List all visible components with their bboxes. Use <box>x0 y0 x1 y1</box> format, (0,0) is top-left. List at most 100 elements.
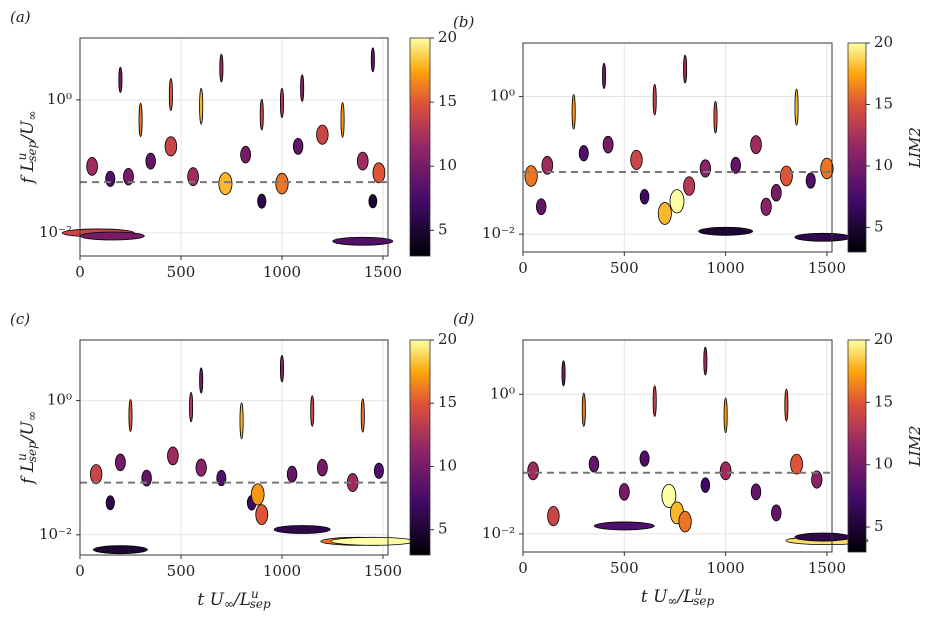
scalogram-blob <box>340 102 345 138</box>
scalogram-blob <box>770 183 782 202</box>
scalogram-blob <box>372 162 386 184</box>
x-tick-label: 1000 <box>707 559 745 577</box>
scalogram-blob <box>105 170 116 187</box>
colorbar <box>409 37 431 257</box>
scalogram-blob <box>780 165 793 187</box>
scalogram-blob <box>138 102 143 137</box>
scalogram-blob <box>105 495 115 511</box>
scalogram-blob <box>639 188 650 205</box>
scalogram-blob <box>216 470 227 487</box>
axis-label-part: sep <box>693 594 714 608</box>
scalogram-blob <box>784 388 789 422</box>
scalogram-blob <box>578 145 589 162</box>
scalogram-blob <box>760 197 772 216</box>
scalogram-blob <box>218 172 233 196</box>
y-tick-label: 10⁰ <box>47 90 72 108</box>
x-tick-label: 0 <box>518 559 528 577</box>
axis-label-part: t U <box>197 590 224 610</box>
scalogram-blob <box>750 483 762 501</box>
colorbar-tick-label: 5 <box>874 517 884 535</box>
scalogram-blob <box>189 392 194 423</box>
scalogram-blob <box>661 483 677 508</box>
scalogram-blob <box>316 458 328 477</box>
scalogram-blob <box>368 194 378 209</box>
scalogram-blob <box>199 87 204 125</box>
x-tick-label: 1500 <box>808 559 846 577</box>
colorbar-tick-label: 10 <box>874 156 893 174</box>
axis-label-part: f L <box>18 461 38 486</box>
axis-label: f Lusep/U∞ <box>15 111 39 186</box>
axis-label-part: u <box>15 153 29 161</box>
axis-label: t U∞/Lu sep <box>197 587 271 611</box>
y-tick-label: 10⁻² <box>39 223 72 241</box>
scalogram-blob <box>790 453 803 475</box>
colorbar-tick-label: 20 <box>438 330 457 348</box>
scalogram-blob <box>652 83 657 116</box>
axis-label-part: sep <box>250 597 271 611</box>
x-tick-label: 1000 <box>263 562 301 580</box>
colorbar <box>847 339 867 553</box>
axis-label-part: u <box>694 584 702 598</box>
axis-label-part: ∞ <box>25 111 39 121</box>
scalogram-blob <box>547 505 560 527</box>
scalogram-blob <box>723 397 728 434</box>
scalogram-blob <box>316 124 329 145</box>
y-tick-label: 10⁻² <box>482 224 515 242</box>
scalogram-blob <box>730 156 741 174</box>
axis-label-part: ∞ <box>25 411 39 421</box>
y-tick-label: 10⁻² <box>482 524 515 542</box>
scalogram-blob <box>536 198 547 216</box>
scalogram-blob <box>279 87 284 118</box>
scalogram-blob <box>588 455 600 473</box>
x-tick-label: 0 <box>75 562 85 580</box>
plot-frame <box>79 37 389 257</box>
axis-label-part: u <box>251 587 259 601</box>
scalogram-blob <box>219 53 224 83</box>
colorbar-tick-label: 15 <box>874 94 893 112</box>
scalogram-blob <box>114 453 126 472</box>
scalogram-blob <box>310 395 315 427</box>
axis-label-part: t U <box>641 587 668 607</box>
colorbar-tick-label: 10 <box>874 455 893 473</box>
x-tick-label: 500 <box>610 259 639 277</box>
colorbar-tick-label: 15 <box>438 92 457 110</box>
x-tick-label: 1000 <box>707 259 745 277</box>
scalogram-blob <box>683 54 688 84</box>
scalogram-blob <box>128 399 133 432</box>
scalogram-blob <box>373 462 384 479</box>
axis-label-part: ∞ <box>224 597 234 611</box>
y-tick-label: 10⁻² <box>39 525 72 543</box>
x-tick-label: 500 <box>167 263 196 281</box>
x-tick-label: 0 <box>75 263 85 281</box>
scalogram-blob <box>794 232 852 242</box>
scalogram-blob <box>652 385 657 417</box>
scalogram-blob <box>700 477 711 493</box>
axis-label-part: sep <box>25 140 39 161</box>
axis-label-part: /U <box>18 420 38 443</box>
scalogram-blob <box>794 88 799 126</box>
colorbar-label: LIM2 <box>906 426 924 468</box>
scalogram-blob <box>167 446 179 466</box>
scalogram-blob <box>571 94 576 130</box>
scalogram-blob <box>719 461 732 481</box>
plot-frame <box>522 339 833 553</box>
scalogram-blob <box>250 483 265 506</box>
scalogram-blob <box>92 545 148 555</box>
scalogram-blob <box>678 510 692 533</box>
axis-label-part: /L <box>675 587 694 607</box>
scalogram-blob <box>602 135 614 154</box>
scalogram-blob <box>820 157 834 180</box>
scalogram-blob <box>273 525 331 534</box>
colorbar-tick-label: 15 <box>438 393 457 411</box>
colorbar-label: LIM2 <box>906 127 924 169</box>
scalogram-blob <box>300 74 305 102</box>
panel-label: (c) <box>10 310 30 328</box>
x-tick-label: 1500 <box>364 562 402 580</box>
scalogram-blob <box>239 402 244 440</box>
plot-frame <box>79 339 389 556</box>
scalogram-blob <box>195 458 207 477</box>
scalogram-blob <box>703 346 708 376</box>
scalogram-blob <box>618 483 630 501</box>
x-tick-label: 500 <box>167 562 196 580</box>
colorbar-tick-label: 10 <box>438 456 457 474</box>
